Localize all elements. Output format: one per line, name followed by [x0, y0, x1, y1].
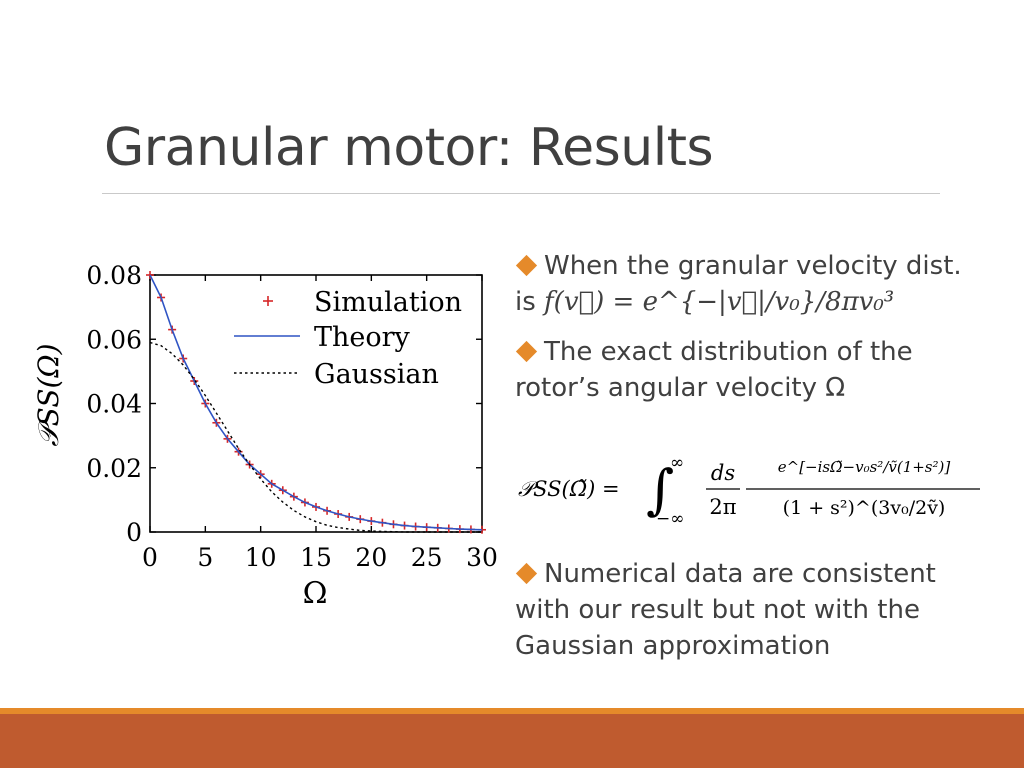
footer-bar: [0, 714, 1024, 768]
y-tick-label: 0.08: [86, 261, 142, 290]
x-tick-label: 25: [411, 543, 443, 572]
slide-title: Granular motor: Results: [104, 118, 714, 178]
y-tick-label: 0: [126, 518, 142, 547]
footer-accent-line: [0, 708, 1024, 714]
diamond-bullet-icon: [515, 562, 538, 584]
y-axis-label: 𝒫SS(Ω): [32, 343, 65, 446]
diamond-bullet-icon: [515, 340, 538, 362]
x-axis-label: Ω: [303, 576, 328, 611]
gaussian-line: [149, 341, 482, 533]
integral-lower: −∞: [656, 509, 684, 528]
legend-label-gaussian: Gaussian: [314, 359, 439, 390]
legend: Simulation Theory Gaussian: [234, 287, 462, 390]
chart: 0 5 10 15 20 25 30 0 0.02 0.04 0.06 0.08 Simulation…: [32, 261, 498, 611]
bullet-text: Numerical data are consistent with our r…: [515, 559, 936, 661]
y-tick-label: 0.02: [86, 454, 142, 483]
axis-ticks: 0 5 10 15 20 25 30 0 0.02 0.04 0.06 0.08: [86, 261, 498, 572]
theory-line: [149, 274, 483, 531]
frac1-den: 2π: [709, 495, 736, 519]
series-layer: [146, 271, 486, 534]
y-tick-label: 0.04: [86, 390, 142, 419]
x-tick-label: 15: [300, 543, 332, 572]
integral-upper: ∞: [670, 453, 684, 473]
bullet-velocity-dist: When the granular velocity dist. is f(v⃗…: [515, 248, 1005, 320]
y-tick-label: 0.06: [86, 325, 142, 354]
bullet-text-prefix: is: [515, 287, 545, 317]
title-divider: [102, 193, 940, 194]
x-tick-label: 20: [355, 543, 387, 572]
frac2-num: e^[−isΩ̃−v₀s²/ṽ(1+s²)]: [778, 458, 951, 476]
bullet-text: The exact distribution of the rotor’s an…: [515, 337, 913, 403]
velocity-dist-formula: f(v⃗) = e^{−|v⃗|/v₀}/8πv₀³: [544, 287, 895, 317]
legend-label-theory: Theory: [314, 322, 411, 353]
frac2-den: (1 + s²)^(3v₀/2ṽ): [783, 497, 946, 519]
x-tick-label: 10: [245, 543, 277, 572]
frac1-num: ds: [711, 461, 735, 485]
bullet-exact-dist: The exact distribution of the rotor’s an…: [515, 334, 1005, 406]
diamond-bullet-icon: [515, 254, 538, 276]
bullet-numerical-data: Numerical data are consistent with our r…: [515, 556, 985, 664]
integral-sign: ∫: [646, 458, 674, 521]
legend-label-simulation: Simulation: [314, 287, 462, 318]
x-tick-label: 30: [466, 543, 498, 572]
bullet-list: When the granular velocity dist. is f(v⃗…: [515, 248, 1005, 406]
bullet-text: When the granular velocity dist.: [544, 251, 962, 281]
x-tick-label: 0: [142, 543, 158, 572]
formula-lhs: 𝒫SS(Ω̃) =: [518, 477, 620, 501]
x-tick-label: 5: [197, 543, 213, 572]
pss-formula: 𝒫SS(Ω̃) = ∫ ∞ −∞ ds 2π e^[−isΩ̃−v₀s²/ṽ(1…: [518, 453, 980, 528]
